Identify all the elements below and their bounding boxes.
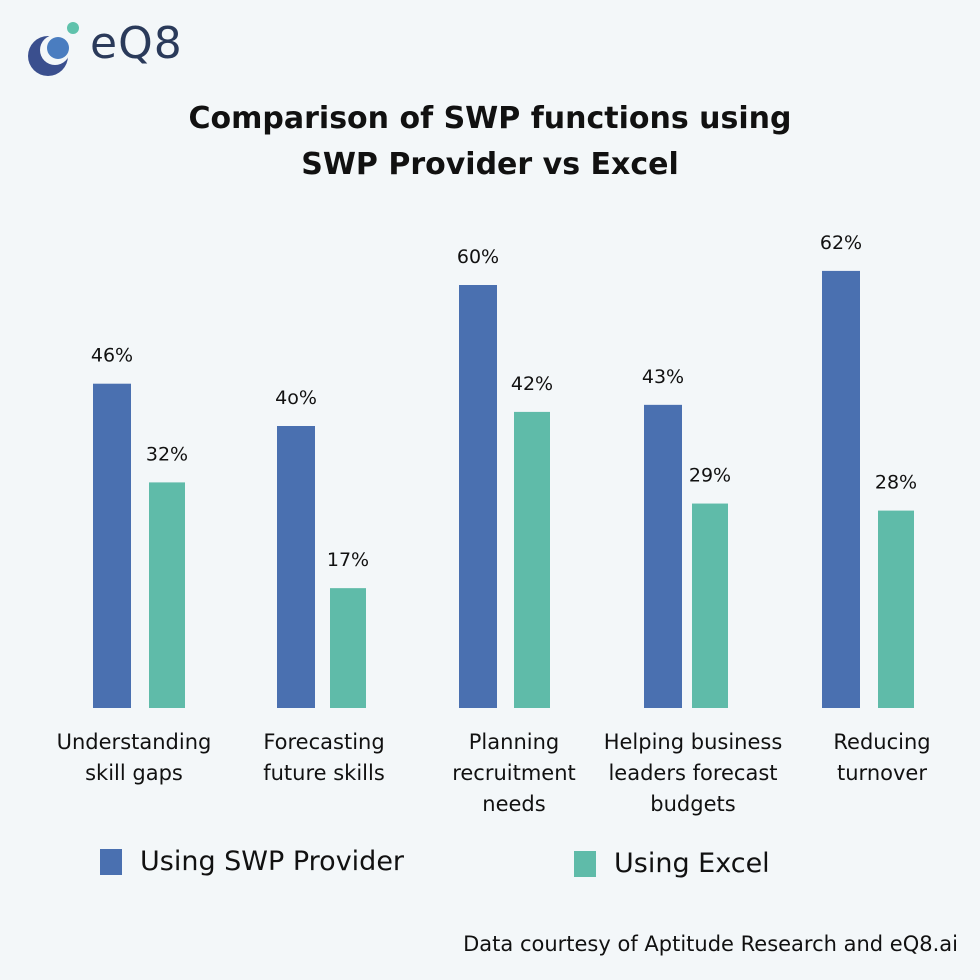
category-label-4-line-1: turnover bbox=[837, 761, 927, 785]
bar-excel-2 bbox=[514, 411, 550, 708]
logo-text: eQ8 bbox=[90, 18, 183, 69]
legend-label-excel: Using Excel bbox=[614, 848, 770, 879]
chart-title-line-1: Comparison of SWP functions using bbox=[188, 101, 792, 136]
bar-provider-3 bbox=[644, 404, 682, 708]
category-label-0-line-1: skill gaps bbox=[85, 761, 183, 785]
category-label-3: Helping business leaders forecast budgets bbox=[593, 727, 793, 820]
category-label-0-line-0: Understanding bbox=[56, 730, 212, 754]
logo-mark-icon bbox=[28, 22, 79, 76]
category-label-1-line-1: future skills bbox=[263, 761, 385, 785]
data-label-excel-2: 42% bbox=[511, 373, 553, 395]
chart-title: Comparison of SWP functions using SWP Pr… bbox=[0, 96, 980, 188]
legend-label-provider: Using SWP Provider bbox=[140, 846, 405, 877]
category-label-2-line-1: recruitment bbox=[452, 761, 576, 785]
legend-swatch-provider bbox=[100, 848, 122, 875]
data-label-excel-3: 29% bbox=[689, 465, 731, 487]
data-label-excel-4: 28% bbox=[875, 472, 917, 494]
bar-excel-3 bbox=[692, 503, 728, 708]
category-label-2-line-2: needs bbox=[482, 792, 546, 816]
legend-item-provider: Using SWP Provider bbox=[100, 846, 404, 877]
data-credit: Data courtesy of Aptitude Research and e… bbox=[463, 932, 958, 956]
category-label-4-line-0: Reducing bbox=[833, 730, 931, 754]
legend-item-excel: Using Excel bbox=[574, 848, 770, 879]
category-label-4: Reducing turnover bbox=[782, 727, 980, 789]
category-label-3-line-0: Helping business bbox=[603, 730, 783, 754]
data-label-provider-4: 62% bbox=[820, 232, 862, 254]
bar-chart: 46% 4o% 60% 43% 62% 32% 17% 42% 29% 28% bbox=[91, 232, 917, 708]
category-label-3-line-1: leaders forecast bbox=[608, 761, 778, 785]
bar-provider-0 bbox=[93, 383, 131, 708]
bar-provider-1 bbox=[277, 426, 315, 708]
bar-provider-2 bbox=[459, 285, 497, 708]
category-label-0: Understanding skill gaps bbox=[34, 727, 234, 789]
legend-swatch-excel bbox=[574, 850, 596, 877]
category-label-1-line-0: Forecasting bbox=[263, 730, 385, 754]
data-label-provider-0: 46% bbox=[91, 345, 133, 367]
data-label-provider-3: 43% bbox=[642, 366, 684, 388]
category-label-3-line-2: budgets bbox=[650, 792, 736, 816]
category-label-1: Forecasting future skills bbox=[224, 727, 424, 789]
data-label-excel-1: 17% bbox=[327, 549, 369, 571]
bar-excel-4 bbox=[878, 510, 914, 708]
chart-title-line-2: SWP Provider vs Excel bbox=[301, 147, 679, 182]
data-label-provider-2: 60% bbox=[457, 246, 499, 268]
category-label-2: Planning recruitment needs bbox=[414, 727, 614, 820]
bar-excel-0 bbox=[149, 482, 185, 708]
bar-provider-4 bbox=[822, 270, 860, 708]
data-label-excel-0: 32% bbox=[146, 443, 188, 465]
bar-excel-1 bbox=[330, 588, 366, 708]
category-label-2-line-0: Planning bbox=[468, 730, 560, 754]
eq8-logo: eQ8 bbox=[18, 14, 188, 84]
data-label-provider-1: 4o% bbox=[275, 387, 317, 409]
